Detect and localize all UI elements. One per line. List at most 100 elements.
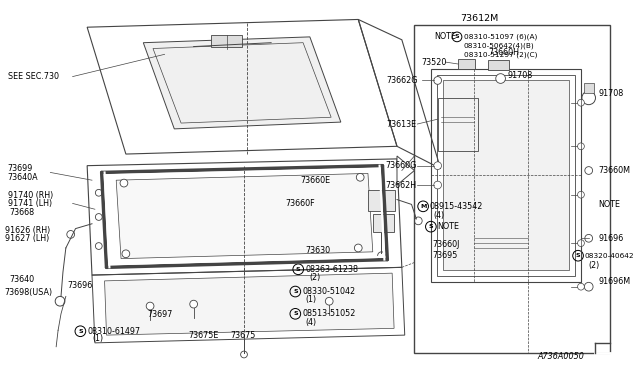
Text: 91626 (RH): 91626 (RH) [5, 226, 50, 235]
Circle shape [584, 282, 593, 291]
Text: SEE SEC.730: SEE SEC.730 [8, 72, 59, 81]
Circle shape [325, 297, 333, 305]
Text: 73660G: 73660G [385, 161, 417, 170]
Text: 73675: 73675 [230, 331, 256, 340]
Circle shape [95, 243, 102, 249]
Bar [431, 69, 581, 282]
Text: 73695: 73695 [433, 251, 458, 260]
Circle shape [585, 234, 593, 242]
Text: S: S [576, 253, 580, 258]
Text: (2): (2) [589, 261, 600, 270]
Text: 08513-51052: 08513-51052 [302, 309, 355, 318]
Bar [442, 80, 570, 270]
Bar [458, 59, 476, 69]
Bar [488, 60, 509, 70]
Bar [372, 214, 394, 231]
Circle shape [585, 167, 593, 174]
Text: 73697: 73697 [147, 310, 173, 319]
Bar [584, 83, 593, 93]
Text: A736A0050: A736A0050 [538, 352, 584, 361]
Text: 73675E: 73675E [189, 331, 219, 340]
Bar [438, 98, 478, 151]
Text: 91708: 91708 [598, 89, 623, 97]
Text: S: S [293, 311, 298, 316]
Text: 73660F: 73660F [285, 199, 316, 208]
Text: S: S [293, 289, 298, 294]
Bar [368, 190, 395, 211]
Circle shape [95, 214, 102, 220]
Text: 73660H: 73660H [488, 48, 519, 57]
Text: 73698(USA): 73698(USA) [5, 288, 53, 297]
Text: 73699: 73699 [8, 164, 33, 173]
Text: (4): (4) [434, 211, 445, 219]
Circle shape [582, 91, 595, 105]
Text: (4): (4) [305, 318, 316, 327]
Circle shape [95, 189, 102, 196]
Text: (1): (1) [92, 334, 103, 343]
Bar [436, 75, 575, 276]
Circle shape [355, 244, 362, 252]
Text: NOTE: NOTE [434, 32, 456, 41]
Text: 91740 (RH): 91740 (RH) [8, 191, 53, 200]
Circle shape [67, 231, 74, 238]
Text: 08363-61238: 08363-61238 [305, 265, 358, 274]
Circle shape [577, 283, 584, 290]
Text: 91696M: 91696M [598, 278, 630, 286]
Circle shape [434, 162, 442, 170]
Bar [415, 25, 610, 353]
Text: 73520: 73520 [421, 58, 447, 67]
Text: 08330-51042: 08330-51042 [302, 287, 355, 296]
Circle shape [378, 252, 385, 260]
Text: 08915-43542: 08915-43542 [430, 202, 483, 211]
Circle shape [146, 302, 154, 310]
Text: NOTE: NOTE [598, 200, 620, 209]
Circle shape [356, 173, 364, 181]
Text: 73660M: 73660M [598, 166, 630, 175]
Polygon shape [104, 273, 394, 335]
Text: 73660J: 73660J [433, 240, 460, 248]
Circle shape [434, 181, 442, 189]
Circle shape [577, 143, 584, 150]
Text: (2): (2) [310, 273, 321, 282]
Text: 73613E: 73613E [386, 119, 417, 129]
Polygon shape [116, 173, 372, 259]
Bar [211, 35, 242, 46]
Text: 73640A: 73640A [8, 173, 38, 182]
Text: S: S [296, 267, 301, 272]
Circle shape [190, 300, 198, 308]
Text: 08310-51297 (2)(C): 08310-51297 (2)(C) [464, 51, 538, 58]
Text: 08310-50642(4)(B): 08310-50642(4)(B) [464, 42, 534, 49]
Text: 08310-51097 (6)(A): 08310-51097 (6)(A) [464, 33, 537, 40]
Text: 73668: 73668 [10, 208, 35, 217]
Text: 73662G: 73662G [387, 76, 419, 85]
Text: S: S [78, 329, 83, 334]
Text: 73660E: 73660E [300, 176, 330, 185]
Circle shape [241, 351, 248, 358]
Text: (1): (1) [305, 295, 316, 304]
Text: 73612M: 73612M [460, 14, 499, 23]
Text: 73662H: 73662H [385, 180, 417, 189]
Text: 91708: 91708 [508, 71, 532, 80]
Circle shape [120, 179, 128, 187]
Circle shape [496, 74, 506, 83]
Text: 08310-61497: 08310-61497 [87, 327, 140, 336]
Text: 73640: 73640 [10, 275, 35, 285]
Text: M: M [420, 204, 426, 209]
Circle shape [434, 77, 442, 84]
Text: 91741 (LH): 91741 (LH) [8, 199, 52, 208]
Text: 08320-40642: 08320-40642 [585, 253, 634, 259]
Polygon shape [397, 156, 415, 185]
Text: NOTE: NOTE [438, 222, 460, 231]
Circle shape [55, 296, 65, 306]
Text: 91696: 91696 [598, 234, 623, 243]
Circle shape [122, 250, 130, 258]
Text: 91627 (LH): 91627 (LH) [5, 234, 49, 243]
Circle shape [577, 191, 584, 198]
Polygon shape [143, 37, 341, 129]
Circle shape [577, 99, 584, 106]
Text: 73696: 73696 [68, 281, 93, 290]
Text: 73630: 73630 [305, 246, 330, 255]
Circle shape [577, 240, 584, 247]
Circle shape [415, 217, 422, 225]
Text: S: S [454, 34, 460, 39]
